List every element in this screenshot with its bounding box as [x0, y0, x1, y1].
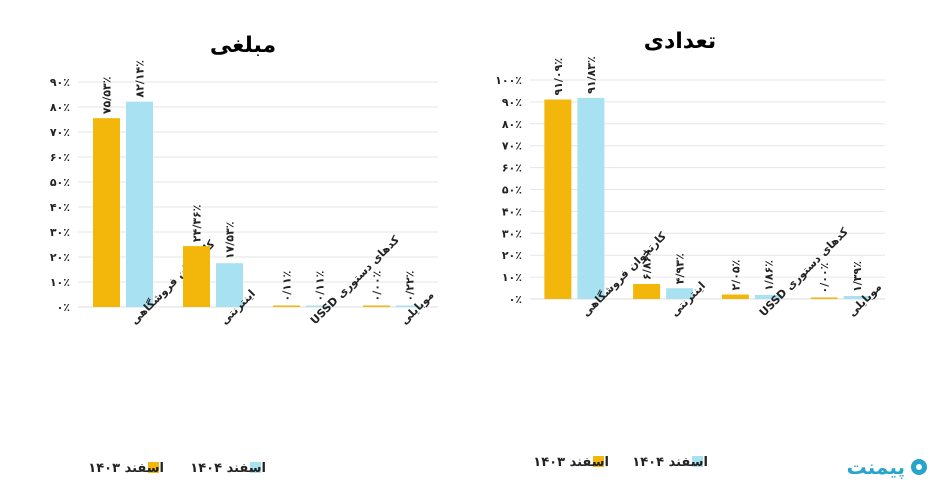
- bar: [396, 305, 423, 307]
- data-label: ۱/۳۹٪: [851, 261, 864, 292]
- y-tick-label: ۷۰٪: [50, 126, 70, 139]
- data-label: ۴/۹۳٪: [674, 253, 687, 284]
- count-chart: تعدادی ۰٪ ۱۰٪ ۲۰٪ ۳۰٪ ۴۰٪ ۵۰٪ ۶۰٪ ۷۰٪ ۸۰٪ ۹۰٪ ۱۰۰٪ ۹…: [495, 29, 885, 470]
- chart-title: تعدادی: [644, 29, 716, 54]
- y-tick-label: ۹۰٪: [50, 76, 70, 89]
- y-tick-label: ۲۰٪: [50, 251, 70, 264]
- y-tick-label: ۰٪: [509, 293, 522, 306]
- legend-swatch-1404: [692, 456, 703, 467]
- brand-logo: پیمنت: [847, 455, 927, 479]
- data-label: ۹۱/۸۳٪: [585, 56, 598, 94]
- data-label: ۲/۰۵٪: [729, 260, 742, 291]
- legend-label-1404: اسفند ۱۴۰۴: [190, 461, 266, 476]
- bar: [306, 305, 333, 307]
- data-label: ۰/۱۱٪: [281, 271, 294, 302]
- y-tick-label: ۴۰٪: [50, 201, 70, 214]
- y-tick-label: ۰٪: [57, 301, 70, 314]
- data-label: ۰/۲۲٪: [404, 271, 417, 302]
- y-tick-label: ۲۰٪: [502, 249, 522, 262]
- bar: [216, 263, 243, 307]
- bar: [93, 118, 120, 307]
- data-label: ۱/۸۶٪: [762, 260, 775, 291]
- bar: [810, 297, 838, 299]
- bar: [183, 246, 210, 307]
- brand-logo-icon: [911, 459, 927, 475]
- y-tick-label: ۵۰٪: [502, 184, 522, 197]
- y-tick-label: ۱۰٪: [50, 276, 70, 289]
- data-label: ۷۵/۵۳٪: [101, 77, 114, 115]
- data-label: ۰/۰۰٪: [818, 263, 831, 294]
- bar: [666, 288, 694, 299]
- bar: [363, 305, 390, 307]
- y-tick-label: ۳۰٪: [50, 226, 70, 239]
- y-tick-label: ۵۰٪: [50, 176, 70, 189]
- legend-swatch-1403: [593, 456, 604, 467]
- legend-label-1403: اسفند ۱۴۰۳: [533, 455, 609, 470]
- data-label: ۱۷/۵۳٪: [224, 222, 237, 260]
- y-tick-label: ۴۰٪: [502, 205, 522, 218]
- y-tick-label: ۶۰٪: [50, 151, 70, 164]
- data-label: ۹۱/۰۹٪: [552, 58, 565, 96]
- bar: [843, 295, 871, 299]
- data-label: ۰/۱۱٪: [314, 271, 327, 302]
- data-label: ۶/۸۶٪: [641, 249, 654, 280]
- bar: [273, 305, 300, 307]
- y-tick-label: ۷۰٪: [502, 140, 522, 153]
- legend-swatch-1404: [250, 462, 261, 473]
- y-tick-label: ۱۰۰٪: [495, 74, 522, 87]
- data-label: ۸۲/۱۴٪: [134, 60, 147, 98]
- bar: [577, 97, 605, 299]
- y-tick-label: ۸۰٪: [502, 118, 522, 131]
- y-tick-label: ۸۰٪: [50, 101, 70, 114]
- y-tick-label: ۳۰٪: [502, 227, 522, 240]
- bar: [633, 283, 661, 299]
- y-tick-label: ۹۰٪: [502, 96, 522, 109]
- data-label: ۲۴/۳۶٪: [191, 205, 204, 243]
- legend-label-1403: اسفند ۱۴۰۳: [88, 461, 164, 476]
- y-tick-label: ۶۰٪: [502, 162, 522, 175]
- bar: [544, 99, 572, 299]
- legend-swatch-1403: [148, 462, 159, 473]
- bar: [721, 294, 749, 299]
- amount-chart: مبلغی ۰٪ ۱۰٪ ۲۰٪ ۳۰٪ ۴۰٪ ۵۰٪ ۶۰٪ ۷۰٪ ۸۰٪ ۹۰٪ ۷۵/۵۳٪…: [50, 33, 438, 476]
- bar: [126, 101, 153, 308]
- data-label: ۰/۰۰٪: [371, 271, 384, 302]
- bar: [754, 294, 782, 299]
- brand-logo-text: پیمنت: [846, 455, 905, 479]
- chart-title: مبلغی: [210, 33, 276, 58]
- legend-label-1404: اسفند ۱۴۰۴: [632, 455, 708, 470]
- y-tick-label: ۱۰٪: [502, 271, 522, 284]
